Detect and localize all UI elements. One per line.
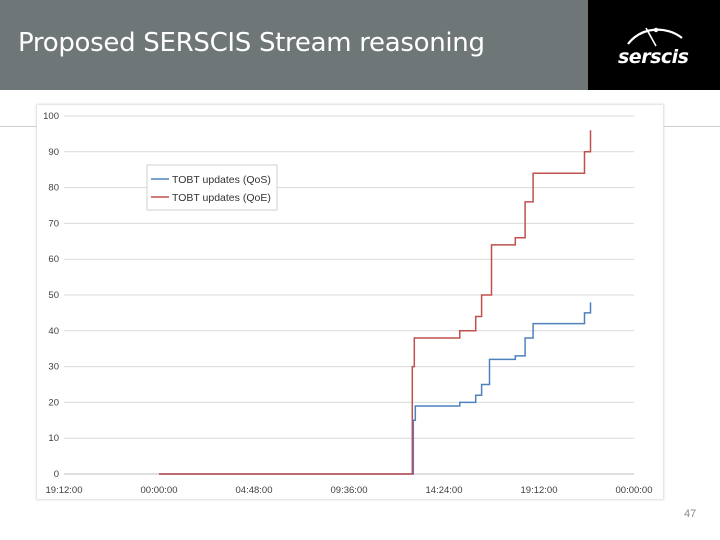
series-line-qos bbox=[159, 302, 592, 475]
x-tick-label: 04:48:00 bbox=[236, 485, 273, 496]
logo-text: serscis bbox=[618, 46, 689, 68]
y-tick-label: 50 bbox=[48, 290, 59, 301]
tobt-updates-chart: 0 10 20 30 40 50 60 70 80 90 100 19:12:00 00:00:00 04… bbox=[43, 111, 653, 496]
legend-box bbox=[146, 164, 278, 211]
divider-left bbox=[0, 126, 40, 127]
series-line-qoe bbox=[159, 130, 592, 475]
y-tick-label: 80 bbox=[48, 183, 59, 194]
divider-right bbox=[662, 126, 720, 127]
x-tick-label: 09:36:00 bbox=[331, 485, 368, 496]
logo-swoosh-icon bbox=[627, 27, 683, 47]
legend-label: TOBT updates (QoE) bbox=[172, 192, 271, 204]
x-tick-label: 14:24:00 bbox=[426, 485, 463, 496]
title-bar: Proposed SERSCIS Stream reasoning bbox=[0, 0, 588, 90]
slide-title: Proposed SERSCIS Stream reasoning bbox=[18, 28, 485, 58]
x-tick-label: 00:00:00 bbox=[141, 485, 178, 496]
x-tick-label: 19:12:00 bbox=[46, 485, 83, 496]
y-tick-label: 100 bbox=[43, 111, 59, 122]
page-number: 47 bbox=[684, 508, 697, 520]
y-tick-label: 70 bbox=[48, 218, 59, 229]
y-tick-label: 90 bbox=[48, 147, 59, 158]
y-tick-label: 0 bbox=[54, 469, 59, 480]
x-tick-label: 19:12:00 bbox=[521, 485, 558, 496]
chart-frame: 0 10 20 30 40 50 60 70 80 90 100 19:12:00 00:00:00 04… bbox=[37, 105, 663, 499]
y-tick-label: 10 bbox=[48, 433, 59, 444]
legend-label: TOBT updates (QoS) bbox=[172, 174, 271, 186]
y-tick-label: 20 bbox=[48, 397, 59, 408]
y-tick-label: 40 bbox=[48, 326, 59, 337]
y-tick-label: 60 bbox=[48, 254, 59, 265]
serscis-logo: serscis bbox=[588, 0, 720, 90]
y-tick-label: 30 bbox=[48, 362, 59, 373]
x-tick-label: 00:00:00 bbox=[616, 485, 653, 496]
